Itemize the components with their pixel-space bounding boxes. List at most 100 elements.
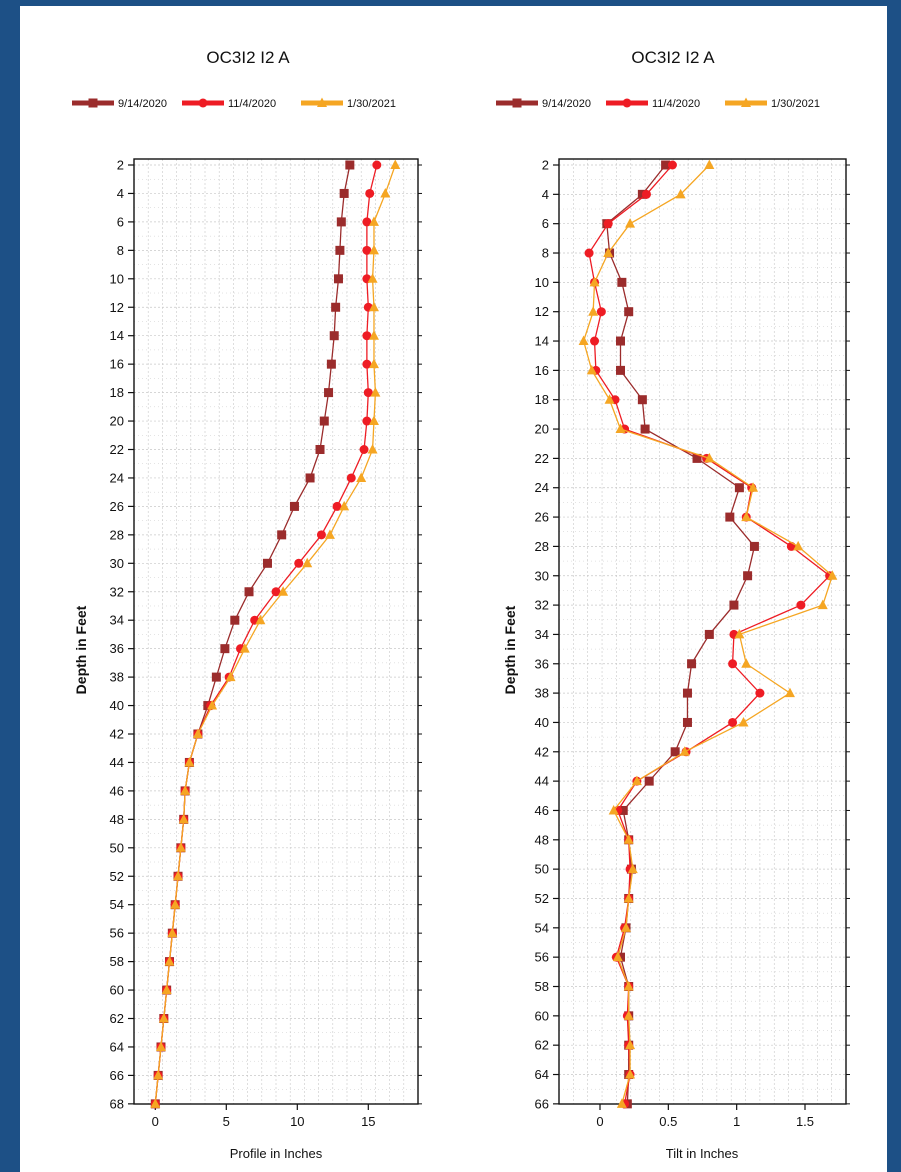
y-tick-label: 26 (110, 499, 124, 514)
series-2-point (362, 359, 372, 369)
series-1-point (743, 571, 753, 581)
chart-right: 2468101214161820222426283032343638404244… (496, 97, 850, 1129)
series-1-point (335, 245, 345, 255)
series-1-point (616, 365, 625, 375)
series-3-point (192, 728, 203, 739)
y-tick-label: 42 (110, 727, 124, 742)
legend-marker (622, 98, 632, 108)
y-tick-label: 14 (535, 334, 549, 349)
y-tick-label: 2 (117, 158, 124, 173)
y-axis-title-left: Depth in Feet (73, 605, 89, 694)
y-tick-label: 12 (535, 304, 549, 319)
series-3-point (588, 306, 599, 316)
series-3-point (255, 614, 266, 625)
chart-left: 2468101214161820222426283032343638404244… (72, 97, 422, 1129)
series-1-point (211, 672, 221, 682)
series-3-point (370, 387, 381, 397)
y-tick-label: 60 (110, 983, 124, 998)
y-tick-label: 30 (110, 556, 124, 571)
y-tick-label: 54 (110, 897, 124, 912)
series-3-point (748, 482, 759, 492)
series-3-point (704, 159, 715, 169)
series-2-point (372, 160, 382, 170)
y-tick-label: 26 (535, 510, 549, 525)
series-3-point (608, 804, 619, 815)
series-3-point (153, 1069, 164, 1080)
x-tick-label: 0 (596, 1114, 603, 1129)
series-1-point (616, 336, 625, 346)
y-tick-label: 34 (110, 613, 124, 628)
x-tick-label: 15 (361, 1114, 375, 1129)
y-tick-label: 34 (535, 627, 549, 642)
series-3-point (620, 922, 631, 932)
series-3-point (178, 813, 189, 824)
series-2-point (667, 160, 677, 170)
series-1-point (277, 530, 287, 540)
series-2-point (316, 530, 326, 540)
series-1-point (734, 483, 744, 493)
plot-frame-right (558, 158, 847, 1105)
y-tick-label: 20 (110, 414, 124, 429)
chart-marks: 2468101214161820222426283032343638404244… (72, 97, 850, 1129)
series-2-point (362, 245, 372, 255)
y-tick-label: 32 (110, 584, 124, 599)
y-tick-label: 40 (110, 698, 124, 713)
series-3-point (324, 529, 335, 539)
series-3-point (367, 444, 378, 454)
series-1-point (305, 473, 315, 483)
series-3-point (380, 187, 391, 198)
series-1-point (345, 160, 355, 170)
y-tick-label: 4 (542, 187, 549, 202)
series-2-point (728, 659, 738, 669)
y-tick-label: 60 (535, 1008, 549, 1023)
x-tick-label: 0.5 (659, 1114, 677, 1129)
y-tick-label: 14 (110, 328, 124, 343)
series-3-point (793, 540, 804, 551)
legend-label: 11/4/2020 (228, 98, 276, 110)
y-tick-label: 6 (542, 216, 549, 231)
series-1-point (262, 558, 272, 568)
y-tick-label: 10 (535, 275, 549, 290)
series-3-point (586, 364, 597, 375)
y-tick-label: 38 (110, 670, 124, 685)
series-3-point (817, 599, 828, 610)
x-axis-title-right: Tilt in Inches (666, 1146, 739, 1161)
series-3-point (631, 775, 642, 786)
series-1-point (324, 388, 334, 398)
series-1-point (640, 424, 650, 434)
y-tick-label: 66 (110, 1068, 124, 1083)
series-1-point (315, 445, 325, 455)
series-1-point (244, 587, 254, 597)
series-1-point (618, 805, 628, 815)
legend-item-3: 1/30/2021 (301, 97, 396, 110)
series-2-point (294, 558, 304, 568)
series-2-point (365, 188, 375, 198)
y-tick-label: 8 (542, 246, 549, 261)
series-3-point (339, 500, 350, 511)
y-tick-label: 38 (535, 686, 549, 701)
y-tick-label: 50 (535, 862, 549, 877)
legend-label: 1/30/2021 (771, 98, 820, 110)
series-3-point (625, 1069, 636, 1079)
y-tick-label: 44 (535, 774, 549, 789)
legend-marker (741, 97, 751, 107)
y-tick-label: 48 (535, 832, 549, 847)
series-2-point (362, 416, 372, 426)
charts-svg: OC3I2 I2 A Profile in Inches Depth in Fe… (72, 48, 850, 1161)
series-3-point (627, 863, 638, 874)
series-1-point (692, 453, 702, 463)
series-3-point (623, 892, 634, 903)
y-tick-label: 22 (535, 451, 549, 466)
y-tick-label: 36 (535, 656, 549, 671)
series-3-point (827, 570, 838, 580)
series-3-point (675, 188, 686, 199)
x-tick-label: 0 (152, 1114, 159, 1129)
x-tick-label: 1 (733, 1114, 740, 1129)
y-tick-label: 22 (110, 442, 124, 457)
y-tick-label: 24 (110, 470, 124, 485)
series-2-point (271, 587, 281, 597)
series-3-point (623, 834, 634, 844)
y-tick-label: 62 (535, 1038, 549, 1053)
series-1-point (725, 512, 735, 522)
series-1-point (339, 188, 349, 198)
